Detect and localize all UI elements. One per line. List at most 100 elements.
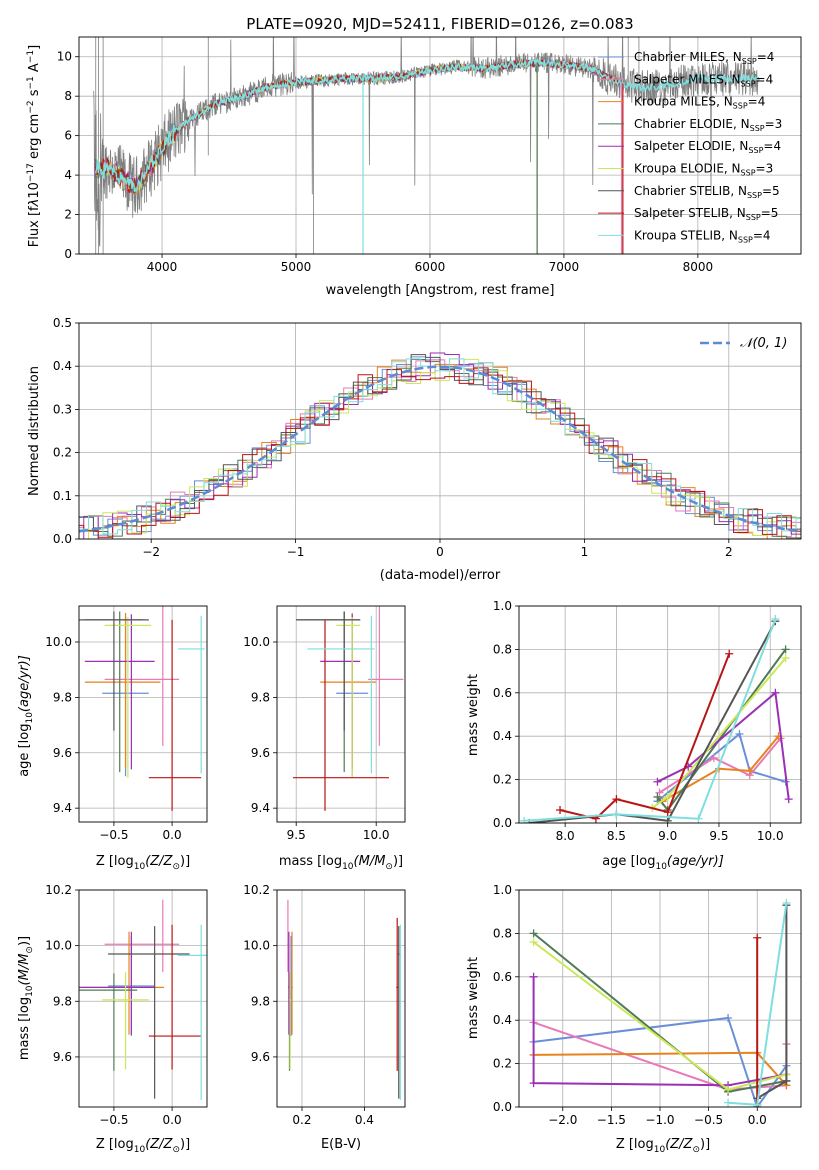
label-part: 10 [134, 862, 146, 872]
series-marker [724, 1098, 733, 1107]
legend-sep: , N [733, 117, 750, 131]
spectrum-y-label: Flux [fλ10−17 erg cm−2 s−1 A−1] [26, 45, 42, 247]
label-part: Z [log [96, 854, 134, 869]
legend-eq: = [748, 95, 758, 109]
y-tick-label: 10.2 [243, 883, 270, 897]
label-part: λ [27, 199, 42, 208]
series-marker [653, 777, 662, 786]
legend-entry-chabrier-miles: Chabrier MILES, NSSP=4 [634, 50, 774, 66]
y-tick-label: 9.6 [251, 746, 270, 760]
histogram-chabrier-stelib [79, 354, 801, 530]
y-tick-label: 0.0 [53, 532, 72, 546]
x-tick-label: 9.0 [658, 829, 677, 843]
y-tick-label: 0.8 [493, 642, 512, 656]
legend-eq: = [756, 72, 766, 86]
x-tick-label: 5000 [281, 260, 312, 274]
weights-vs-age-frame [518, 605, 802, 824]
spectrum-panel: 4000 5000 6000 7000 8000 0 2 4 6 8 10 Chabrier MIL… [26, 36, 802, 298]
legend-nssp: 4 [766, 72, 774, 86]
label-part: (M/M [17, 954, 32, 986]
mass-vs-metallicity-errorbars [79, 899, 207, 1101]
errorbar-salpeter-elodie [84, 614, 155, 770]
residuals-histograms [79, 352, 801, 539]
series-marker [529, 972, 538, 981]
errorbar-salpeter-miles [104, 606, 180, 746]
errorbar-chabrier-stelib [79, 611, 149, 731]
series-marker [735, 730, 744, 739]
x-tick-label: 6000 [415, 260, 446, 274]
series-marker [612, 810, 621, 819]
weights-vs-metallicity-x-label: Z [log10(Z/Z⊙)] [616, 1137, 710, 1155]
spectrum-data-lines [93, 37, 760, 254]
label-part: )] [393, 854, 403, 869]
weights-vs-age-ticks: 8.0 8.5 9.0 9.5 10.0 0.0 0.2 0.4 0.6 0.8 1.0 [493, 599, 784, 843]
errorbar-kroupa-miles [84, 612, 161, 768]
y-tick-label: 0.2 [493, 1057, 512, 1071]
label-part: ⊙ [385, 862, 393, 872]
series-marker [663, 792, 672, 801]
age-vs-metallicity-frame [78, 605, 208, 823]
mass-vs-ebv-ticks: 0.2 0.4 9.6 9.8 10.0 10.2 [243, 883, 374, 1127]
legend-name: Salpeter ELODIE [634, 139, 732, 153]
legend-nssp: 5 [772, 184, 780, 198]
errorbar-kroupa-elodie [102, 972, 149, 1070]
y-tick-label: 0.4 [493, 729, 512, 743]
label-part: 10 [25, 712, 35, 724]
x-tick-label: 10.0 [757, 829, 784, 843]
mass-vs-metallicity-frame [78, 889, 208, 1108]
series-line [662, 735, 780, 803]
legend-sep: , N [724, 72, 741, 86]
series-marker [771, 688, 780, 697]
x-tick-label: −2 [142, 545, 160, 559]
label-part: ] [27, 45, 42, 50]
series-marker [653, 792, 662, 801]
histogram-salpeter-stelib [79, 367, 801, 538]
label-part: age [log [602, 854, 655, 869]
weights-vs-age-y-label: mass weight [466, 674, 481, 756]
y-tick-label: 9.6 [53, 746, 72, 760]
mass-vs-ebv-frame [276, 889, 406, 1108]
errorbar-chabrier-stelib [108, 926, 190, 1099]
legend-eq: = [762, 184, 772, 198]
y-tick-label: 4 [64, 168, 72, 182]
series-marker [782, 1076, 791, 1085]
y-tick-label: 10.2 [45, 883, 72, 897]
label-part: )] [180, 854, 190, 869]
label-part: 10 [655, 862, 667, 872]
y-tick-label: 0.4 [53, 359, 72, 373]
series-marker [655, 788, 664, 797]
legend-eq: = [756, 162, 766, 176]
y-tick-label: 10.0 [243, 939, 270, 953]
label-part: 10 [25, 985, 35, 997]
errorbar-kroupa-stelib [399, 924, 402, 1101]
series-marker [781, 654, 790, 663]
legend-entry-salpeter-stelib: Salpeter STELIB, NSSP=5 [634, 206, 778, 222]
residuals-ticks: −2 −1 0 1 2 0.0 0.1 0.2 0.3 0.4 0.5 [53, 316, 733, 559]
errorbar-chabrier-elodie [79, 973, 138, 1071]
weights-vs-age-panel: 8.0 8.5 9.0 9.5 10.0 0.0 0.2 0.4 0.6 0.8 1.0 age [… [466, 599, 802, 872]
normal-curve [79, 365, 801, 533]
legend-name: Chabrier STELIB [634, 184, 730, 198]
label-part: 10 [134, 1145, 146, 1155]
errorbar-salpeter-stelib [148, 924, 202, 1070]
age-vs-mass-ticks: 9.5 10.0 9.4 9.6 9.8 10.0 [243, 635, 389, 842]
errorbar-salpeter-elodie [287, 931, 290, 1035]
legend-sep: , N [716, 95, 733, 109]
y-tick-label: 0.4 [493, 1013, 512, 1027]
legend-name: Kroupa STELIB [634, 228, 721, 242]
x-tick-label: 9.5 [709, 829, 728, 843]
y-tick-label: 0.6 [493, 686, 512, 700]
age-vs-mass-panel: 9.5 10.0 9.4 9.6 9.8 10.0 mass [log10(M/M⊙)] [243, 605, 406, 872]
legend-sub: SSP [750, 124, 765, 133]
x-tick-label: 0.0 [748, 1113, 767, 1127]
x-tick-label: −2.0 [548, 1113, 577, 1127]
y-tick-label: 0.2 [53, 446, 72, 460]
series-marker [556, 805, 565, 814]
series-marker [529, 1079, 538, 1088]
axes-frame [78, 605, 208, 823]
errorbar-kroupa-stelib [177, 615, 205, 774]
legend-entry-salpeter-miles: Salpeter MILES, NSSP=4 [634, 72, 773, 88]
label-part: −17 [26, 163, 36, 182]
errorbar-chabrier-stelib [296, 611, 361, 731]
